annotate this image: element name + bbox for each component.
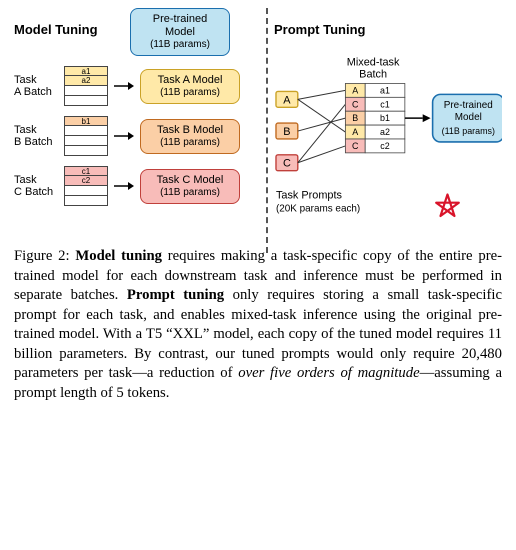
batch-cell-task-text: C: [352, 141, 359, 151]
task-model-name: Task B Model: [147, 124, 233, 137]
caption-text: Prompt tuning: [127, 287, 224, 303]
batch-cell-task-text: A: [352, 127, 358, 137]
task-prompts-sub: (20K params each): [276, 203, 360, 214]
task-model-params: (11B params): [147, 87, 233, 99]
batch-grid: c1c2: [64, 166, 108, 206]
mixed-batch-label2: Batch: [359, 69, 387, 81]
prompt-tuning-svg: Mixed-taskBatchABCAa1Cc1Bb1Aa2Cc2Pre-tra…: [274, 39, 502, 234]
batch-cell-sample-text: c2: [380, 141, 389, 151]
task-model-params: (11B params): [147, 187, 233, 199]
task-prompts-label: Task Prompts: [276, 189, 343, 201]
batch-cell-sample-text: a1: [380, 85, 390, 95]
star-annotation-icon: [436, 194, 459, 216]
task-model-params: (11B params): [147, 137, 233, 149]
batch-label: TaskA Batch: [14, 74, 58, 98]
mixed-batch-label: Mixed-task: [347, 57, 400, 69]
caption-lead: Figure 2:: [14, 248, 70, 264]
edge-line: [298, 118, 346, 131]
task-model-box: Task C Model(11B params): [140, 169, 240, 204]
prompt-letter: C: [283, 158, 291, 170]
task-row: TaskC Batchc1c2 Task C Model(11B params): [14, 166, 258, 206]
batch-label: TaskB Batch: [14, 124, 58, 148]
arrow-icon: [114, 179, 134, 193]
task-model-box: Task B Model(11B params): [140, 119, 240, 154]
prompt-letter: B: [283, 126, 290, 138]
caption-text: Model tuning: [75, 248, 162, 264]
batch-grid: b1: [64, 116, 108, 156]
edge-line: [298, 99, 346, 132]
figure-diagram: Model Tuning Pre-trained Model (11B para…: [14, 8, 502, 237]
pretrained-params: (11B params): [137, 39, 223, 51]
pretrained-model-box-left: Pre-trained Model (11B params): [130, 8, 230, 56]
edge-line: [298, 90, 346, 99]
batch-cell-sample-text: b1: [380, 113, 390, 123]
batch-cell-task-text: B: [352, 113, 358, 123]
prompt-tuning-column: Prompt Tuning Mixed-taskBatchABCAa1Cc1Bb…: [266, 8, 502, 237]
prompt-letter: A: [283, 94, 291, 106]
task-row: TaskB Batchb1 Task B Model(11B params): [14, 116, 258, 156]
batch-label: TaskC Batch: [14, 174, 58, 198]
pretrained-params-right: (11B params): [442, 126, 495, 136]
model-tuning-column: Model Tuning Pre-trained Model (11B para…: [14, 8, 266, 237]
batch-cell-sample-text: c1: [380, 99, 389, 109]
arrow-head-icon: [423, 114, 431, 122]
pretrained-name-right: Pre-trained: [444, 100, 493, 111]
task-model-name: Task A Model: [147, 74, 233, 87]
pretrained-name: Pre-trained Model: [137, 13, 223, 39]
pretrained-name-right2: Model: [455, 112, 482, 123]
caption-text: over five orders of magnitude: [238, 365, 419, 381]
arrow-icon: [114, 129, 134, 143]
batch-cell-task-text: C: [352, 99, 359, 109]
prompt-tuning-heading: Prompt Tuning: [274, 22, 502, 37]
figure-caption: Figure 2: Model tuning requires making a…: [14, 247, 502, 403]
task-model-name: Task C Model: [147, 174, 233, 187]
task-model-box: Task A Model(11B params): [140, 69, 240, 104]
batch-cell-sample-text: a2: [380, 127, 390, 137]
task-row: TaskA Batcha1a2 Task A Model(11B params): [14, 66, 258, 106]
arrow-icon: [114, 79, 134, 93]
model-tuning-heading: Model Tuning: [14, 22, 124, 37]
batch-cell-task-text: A: [352, 85, 358, 95]
batch-grid: a1a2: [64, 66, 108, 106]
